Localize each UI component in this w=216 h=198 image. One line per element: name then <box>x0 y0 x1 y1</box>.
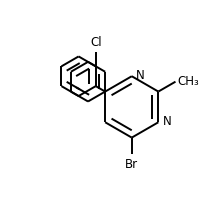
Text: CH₃: CH₃ <box>177 75 199 88</box>
Text: N: N <box>136 69 145 82</box>
Text: Cl: Cl <box>90 36 102 50</box>
Text: Br: Br <box>125 158 138 171</box>
Text: N: N <box>163 115 172 128</box>
